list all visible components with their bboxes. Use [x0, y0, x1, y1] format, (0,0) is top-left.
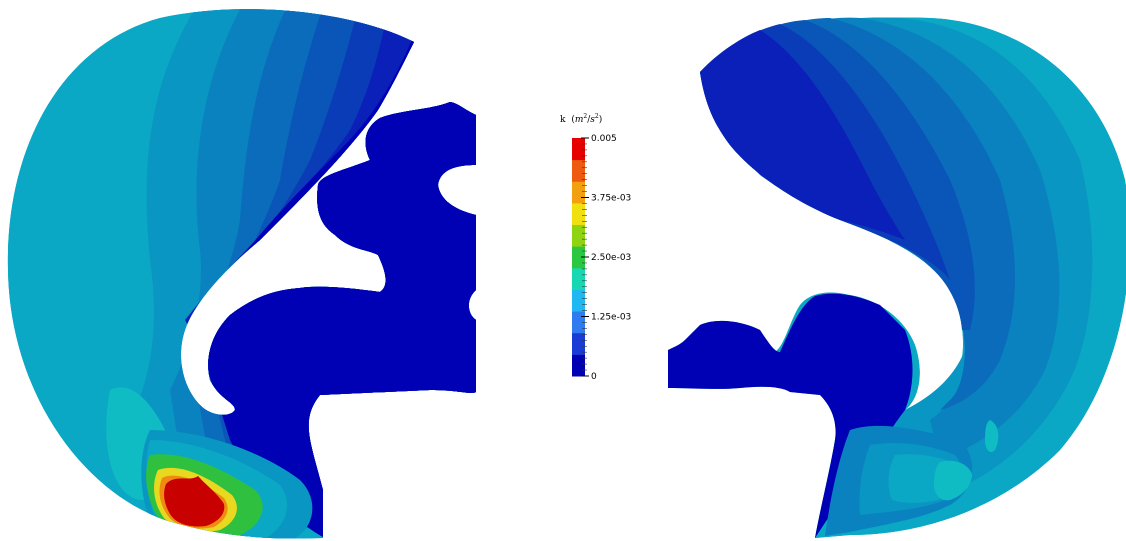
left-plume-red — [164, 476, 225, 527]
colorbar-minor-ticks — [582, 137, 587, 377]
colorbar-tick-label: 3.75e-03 — [591, 194, 631, 204]
colorbar-band — [572, 138, 585, 161]
colorbar-band — [572, 332, 585, 355]
colorbar-tick-label: 2.50e-03 — [591, 253, 631, 263]
colorbar-tick-label: 1.25e-03 — [591, 313, 631, 323]
right-edge-highlight — [985, 420, 999, 452]
colorbar-ticks: 0.005 3.75e-03 2.50e-03 1.25e-03 0 — [581, 134, 631, 382]
colorbar-band — [572, 159, 585, 182]
colorbar-band — [572, 202, 585, 226]
colorbar-band — [572, 181, 585, 204]
colorbar-band — [572, 354, 585, 377]
colorbar-title-unit-base: m — [575, 115, 584, 125]
colorbar-gradient — [572, 138, 585, 377]
right-plume-band8 — [934, 460, 972, 501]
colorbar-band — [572, 224, 585, 247]
colorbar: k (m2/s2) 0.005 3.75e-03 2.50e-03 1.25e-03 0 — [560, 113, 631, 382]
right-band-1 — [700, 30, 905, 240]
colorbar-tick-label: 0 — [591, 372, 597, 382]
colorbar-title-unit-denom-exp: 2 — [595, 113, 599, 120]
colorbar-band — [572, 246, 585, 269]
colorbar-title-symbol: k — [560, 115, 566, 125]
colorbar-title-unit-denom: s — [590, 115, 595, 125]
colorbar-title: k (m2/s2) — [560, 113, 602, 125]
left-domain — [7, 9, 476, 539]
colorbar-band — [572, 267, 585, 290]
colorbar-title-unit-base-exp: 2 — [583, 113, 587, 120]
colorbar-band — [572, 289, 585, 312]
colorbar-tick-label: 0.005 — [591, 134, 617, 144]
right-domain — [668, 17, 1126, 538]
